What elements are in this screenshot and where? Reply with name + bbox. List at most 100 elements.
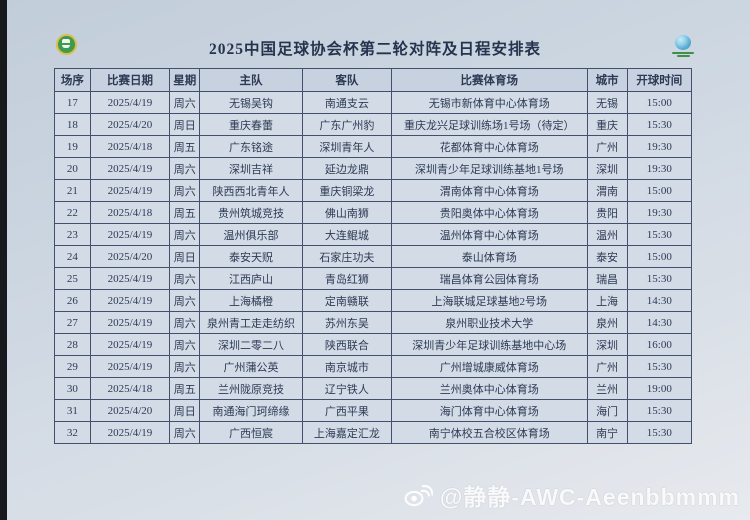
schedule-cell: 2025/4/19 bbox=[89, 223, 171, 246]
schedule-cell: 泰山体育场 bbox=[390, 245, 588, 268]
schedule-cell: 上海嘉定汇龙 bbox=[301, 421, 392, 444]
schedule-cell: 31 bbox=[54, 399, 91, 422]
schedule-cell: 南宁 bbox=[586, 421, 628, 444]
schedule-cell: 19:30 bbox=[626, 135, 693, 158]
schedule-cell: 重庆龙兴足球训练场1号场（待定） bbox=[390, 113, 588, 136]
schedule-cell: 周六 bbox=[169, 157, 201, 180]
schedule-cell: 南通支云 bbox=[301, 91, 392, 114]
schedule-cell: 2025/4/19 bbox=[89, 91, 171, 114]
schedule-cell: 南京城市 bbox=[301, 355, 392, 378]
schedule-cell: 周六 bbox=[169, 223, 201, 246]
schedule-cell: 25 bbox=[54, 267, 91, 290]
schedule-cell: 广州 bbox=[586, 135, 628, 158]
schedule-cell: 19:30 bbox=[626, 157, 693, 180]
schedule-cell: 21 bbox=[54, 179, 91, 202]
schedule-cell: 2025/4/19 bbox=[89, 333, 171, 356]
schedule-cell: 深圳青少年足球训练基地中心场 bbox=[390, 333, 588, 356]
schedule-cell: 泉州 bbox=[586, 311, 628, 334]
schedule-cell: 2025/4/18 bbox=[89, 201, 171, 224]
header-cell: 客队 bbox=[301, 68, 392, 92]
schedule-cell: 周六 bbox=[169, 289, 201, 312]
schedule-cell: 兰州陇原竞技 bbox=[199, 377, 303, 400]
table-row: 17 2025/4/19 周六 无锡吴钩 南通支云 无锡市新体育中心体育场 无锡 15:00 bbox=[54, 91, 693, 114]
schedule-cell: 无锡市新体育中心体育场 bbox=[390, 91, 588, 114]
schedule-cell: 15:30 bbox=[626, 113, 693, 136]
schedule-cell: 广州 bbox=[586, 355, 628, 378]
schedule-cell: 贵阳 bbox=[586, 201, 628, 224]
table-row: 30 2025/4/18 周五 兰州陇原竞技 辽宁铁人 兰州奥体中心体育场 兰州 19:00 bbox=[54, 377, 693, 400]
table-row: 26 2025/4/19 周六 上海橘橙 定南赣联 上海联城足球基地2号场 上海 14:30 bbox=[54, 289, 693, 312]
schedule-cell: 周六 bbox=[169, 311, 201, 334]
schedule-cell: 2025/4/19 bbox=[89, 289, 171, 312]
schedule-cell: 青岛红狮 bbox=[301, 267, 392, 290]
schedule-cell: 大连鲲城 bbox=[301, 223, 392, 246]
schedule-cell: 温州体育中心体育场 bbox=[390, 223, 588, 246]
schedule-cell: 15:00 bbox=[626, 91, 693, 114]
schedule-cell: 周六 bbox=[169, 91, 201, 114]
schedule-table: 场序 比赛日期 星期 主队 客队 比赛体育场 城市 开球时间 17 2025/4/19 周六 无锡吴… bbox=[54, 68, 693, 444]
table-row: 20 2025/4/19 周六 深圳吉祥 延边龙鼎 深圳青少年足球训练基地1号场 深圳 19:… bbox=[54, 157, 693, 180]
schedule-cell: 周六 bbox=[169, 333, 201, 356]
schedule-cell: 18 bbox=[54, 113, 91, 136]
schedule-cell: 泉州青工走走纺织 bbox=[199, 311, 303, 334]
cfa-badge-logo bbox=[56, 34, 77, 55]
schedule-cell: 贵州筑城竞技 bbox=[199, 201, 303, 224]
schedule-cell: 17 bbox=[54, 91, 91, 114]
schedule-cell: 2025/4/18 bbox=[89, 135, 171, 158]
schedule-cell: 15:00 bbox=[626, 245, 693, 268]
schedule-cell: 15:30 bbox=[626, 267, 693, 290]
schedule-cell: 2025/4/20 bbox=[89, 399, 171, 422]
schedule-cell: 苏州东吴 bbox=[301, 311, 392, 334]
table-row: 31 2025/4/20 周日 南通海门珂缔缘 广西平果 海门体育中心体育场 海门 15:30 bbox=[54, 399, 693, 422]
schedule-cell: 南宁体校五合校区体育场 bbox=[390, 421, 588, 444]
schedule-cell: 广州增城康威体育场 bbox=[390, 355, 588, 378]
table-row: 25 2025/4/19 周六 江西庐山 青岛红狮 瑞昌体育公园体育场 瑞昌 15:30 bbox=[54, 267, 693, 290]
schedule-cell: 贵阳奥体中心体育场 bbox=[390, 201, 588, 224]
schedule-cell: 广州蒲公英 bbox=[199, 355, 303, 378]
schedule-cell: 重庆 bbox=[586, 113, 628, 136]
schedule-cell: 周六 bbox=[169, 267, 201, 290]
table-row: 28 2025/4/19 周六 深圳二零二八 陕西联合 深圳青少年足球训练基地中心场 深圳 1… bbox=[54, 333, 693, 356]
schedule-cell: 15:00 bbox=[626, 179, 693, 202]
schedule-cell: 周六 bbox=[169, 355, 201, 378]
schedule-cell: 泰安 bbox=[586, 245, 628, 268]
schedule-cell: 温州 bbox=[586, 223, 628, 246]
cfa-cup-caption-line bbox=[672, 51, 694, 54]
header-cell: 开球时间 bbox=[626, 68, 693, 92]
schedule-cell: 无锡 bbox=[586, 91, 628, 114]
schedule-cell: 泰安天贶 bbox=[199, 245, 303, 268]
schedule-cell: 20 bbox=[54, 157, 91, 180]
schedule-cell: 上海 bbox=[586, 289, 628, 312]
schedule-cell: 深圳 bbox=[586, 333, 628, 356]
schedule-cell: 周五 bbox=[169, 377, 201, 400]
weibo-eye-icon bbox=[403, 483, 433, 507]
header-row: 场序 比赛日期 星期 主队 客队 比赛体育场 城市 开球时间 bbox=[54, 68, 693, 92]
schedule-cell: 重庆铜梁龙 bbox=[301, 179, 392, 202]
cfa-badge-band bbox=[60, 43, 72, 45]
schedule-cell: 14:30 bbox=[626, 311, 693, 334]
schedule-cell: 周日 bbox=[169, 399, 201, 422]
schedule-cell: 深圳 bbox=[586, 157, 628, 180]
schedule-cell: 温州俱乐部 bbox=[199, 223, 303, 246]
schedule-cell: 2025/4/20 bbox=[89, 113, 171, 136]
schedule-cell: 石家庄功夫 bbox=[301, 245, 392, 268]
schedule-cell: 海门 bbox=[586, 399, 628, 422]
schedule-cell: 19 bbox=[54, 135, 91, 158]
watermark: @静静-AWC-Aeenbbmmm bbox=[403, 478, 740, 512]
schedule-cell: 周六 bbox=[169, 179, 201, 202]
schedule-cell: 周六 bbox=[169, 421, 201, 444]
schedule-cell: 深圳青少年足球训练基地1号场 bbox=[390, 157, 588, 180]
watermark-text: @静静-AWC-Aeenbbmmm bbox=[439, 484, 740, 510]
schedule-cell: 江西庐山 bbox=[199, 267, 303, 290]
schedule-cell: 陕西联合 bbox=[301, 333, 392, 356]
schedule-cell: 周日 bbox=[169, 113, 201, 136]
header-cell: 主队 bbox=[199, 68, 303, 92]
header-cell: 比赛体育场 bbox=[390, 68, 588, 92]
schedule-cell: 辽宁铁人 bbox=[301, 377, 392, 400]
schedule-cell: 2025/4/19 bbox=[89, 421, 171, 444]
schedule-cell: 泉州职业技术大学 bbox=[390, 311, 588, 334]
schedule-cell: 16:00 bbox=[626, 333, 693, 356]
schedule-cell: 2025/4/19 bbox=[89, 179, 171, 202]
schedule-cell: 南通海门珂缔缘 bbox=[199, 399, 303, 422]
